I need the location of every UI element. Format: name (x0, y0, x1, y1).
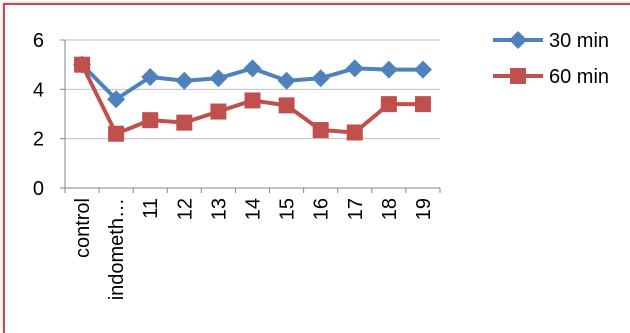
x-tick-label: 11 (140, 198, 162, 219)
data-point (312, 122, 329, 139)
y-tick-label: 2 (33, 129, 44, 151)
data-point (311, 69, 330, 88)
x-tick-label: 16 (311, 198, 333, 220)
legend-marker (510, 68, 526, 84)
y-tick-label: 4 (33, 79, 44, 101)
legend-label: 60 min (549, 66, 609, 88)
x-tick-label: indometh… (106, 198, 128, 300)
chart-frame (3, 3, 630, 333)
data-point (379, 60, 398, 79)
series-lines (73, 55, 432, 142)
gridlines (65, 39, 440, 140)
data-point (277, 71, 296, 90)
x-tick-label: control (72, 198, 94, 258)
data-point (278, 97, 295, 114)
data-point (244, 92, 261, 109)
data-point (414, 96, 431, 113)
data-point (413, 60, 432, 79)
data-point (243, 59, 262, 78)
y-tick-label: 0 (33, 178, 44, 200)
data-point (107, 90, 126, 109)
data-point (141, 68, 160, 86)
data-point (176, 114, 193, 131)
data-point (142, 112, 159, 129)
data-point (210, 103, 227, 120)
y-tick-label: 6 (33, 30, 44, 52)
axes (60, 39, 441, 193)
legend: 30 min 60 min (493, 30, 609, 88)
data-point (380, 96, 397, 113)
x-tick-labels: control indometh… 11 12 13 14 15 16 17 18 19 (72, 198, 435, 300)
x-tick-label: 17 (345, 198, 367, 220)
x-tick-label: 13 (208, 198, 230, 220)
data-point (108, 125, 125, 142)
x-tick-label: 19 (413, 198, 435, 220)
legend-marker (509, 31, 527, 49)
x-tick-label: 15 (277, 198, 299, 220)
y-tick-labels: 0 2 4 6 (33, 30, 44, 200)
data-point (209, 69, 228, 88)
x-tick-label: 18 (379, 198, 401, 220)
data-point (175, 71, 194, 90)
x-tick-label: 12 (174, 198, 196, 220)
data-point (346, 124, 363, 141)
legend-label: 30 min (549, 30, 609, 52)
data-point (345, 59, 364, 78)
x-tick-label: 14 (243, 198, 265, 220)
data-point (74, 56, 91, 73)
